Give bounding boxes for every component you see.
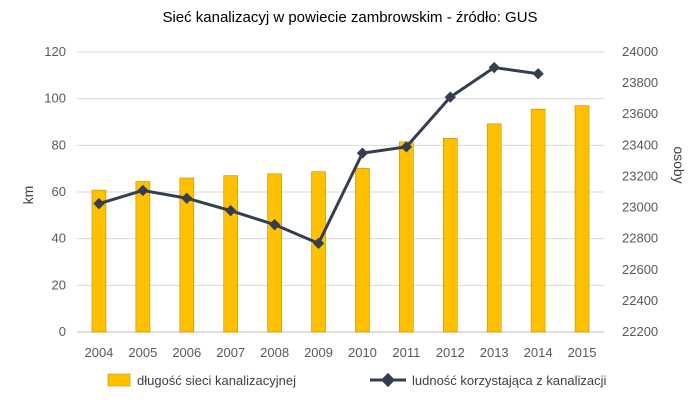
x-tick-label: 2009 <box>304 345 333 360</box>
y2-tick-label: 23400 <box>622 137 658 152</box>
x-tick-label: 2013 <box>480 345 509 360</box>
y2-tick-label: 23000 <box>622 200 658 215</box>
y2-tick-label: 23800 <box>622 75 658 90</box>
y-axis-title: km <box>20 186 36 205</box>
bar-series <box>91 105 590 333</box>
y-tick-label: 60 <box>52 184 66 199</box>
line-point <box>137 184 149 197</box>
bar <box>179 177 195 333</box>
bar <box>267 173 282 333</box>
x-tick-label: 2012 <box>436 345 465 360</box>
line-point <box>268 219 281 231</box>
bar <box>135 181 151 333</box>
x-tick-label: 2005 <box>128 345 157 360</box>
x-tick-label: 2015 <box>568 345 597 360</box>
line-point <box>400 141 413 153</box>
x-axis: 2004 2005 2006 2007 2008 2009 2010 2011 2012 2013… <box>84 345 596 360</box>
x-tick-label: 2011 <box>392 345 420 360</box>
bar <box>355 167 370 333</box>
line-point <box>312 237 325 249</box>
x-tick-label: 2010 <box>348 345 377 360</box>
y-axis-left: 0 20 40 60 80 100 120 <box>44 44 66 339</box>
legend-bar-swatch <box>107 373 131 387</box>
y2-tick-label: 22400 <box>622 293 658 308</box>
gridlines <box>77 51 604 333</box>
y2-tick-label: 22800 <box>622 231 658 246</box>
x-tick-label: 2014 <box>524 345 553 360</box>
bar <box>486 123 502 333</box>
x-tick-label: 2004 <box>84 345 113 360</box>
y-tick-label: 100 <box>44 91 66 106</box>
bar <box>311 171 326 333</box>
bar <box>442 138 458 333</box>
y-tick-label: 40 <box>52 231 66 246</box>
y-tick-label: 0 <box>59 324 66 339</box>
line-point <box>181 192 193 204</box>
y2-tick-label: 23200 <box>622 168 658 183</box>
x-tick-label: 2008 <box>260 345 289 360</box>
bar <box>530 108 546 333</box>
x-tick-label: 2006 <box>172 345 201 360</box>
y2-tick-label: 22200 <box>622 324 658 339</box>
y-tick-label: 20 <box>52 277 66 292</box>
y2-axis-title: osoby <box>671 146 687 183</box>
y2-tick-label: 23600 <box>622 106 658 121</box>
bar <box>91 189 107 333</box>
bar <box>399 141 414 333</box>
bar <box>223 175 239 333</box>
line-point <box>356 147 369 159</box>
line-point <box>225 205 237 217</box>
y2-tick-label: 24000 <box>622 44 658 59</box>
line-point <box>532 68 544 80</box>
x-tick-label: 2007 <box>216 345 245 360</box>
legend-bar-label: długość sieci kanalizacyjnej <box>137 373 296 388</box>
y-tick-label: 80 <box>52 137 66 152</box>
legend: długość sieci kanalizacyjnej ludność kor… <box>107 372 606 388</box>
bar <box>574 105 590 333</box>
y2-tick-label: 22600 <box>622 262 658 277</box>
legend-line-label: ludność korzystająca z kanalizacji <box>412 373 606 388</box>
y-tick-label: 120 <box>44 44 66 59</box>
y-axis-right: 22200 22400 22600 22800 23000 23200 23400 23600… <box>622 44 658 339</box>
chart-title: Sieć kanalizacyj w powiecie zambrowskim … <box>162 9 537 26</box>
legend-line-marker <box>380 372 396 388</box>
